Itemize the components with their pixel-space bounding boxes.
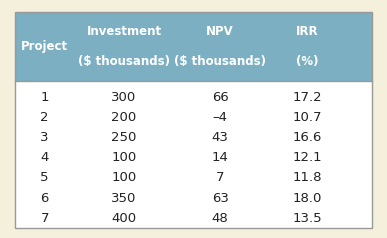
Text: IRR: IRR <box>296 25 319 38</box>
Text: 63: 63 <box>212 192 229 205</box>
Text: 66: 66 <box>212 91 229 104</box>
Text: 48: 48 <box>212 212 229 225</box>
Text: 350: 350 <box>111 192 137 205</box>
Text: 1: 1 <box>40 91 49 104</box>
Text: 4: 4 <box>41 151 49 164</box>
Text: 43: 43 <box>212 131 229 144</box>
Text: 5: 5 <box>40 172 49 184</box>
Text: 12.1: 12.1 <box>293 151 322 164</box>
Text: 7: 7 <box>40 212 49 225</box>
Text: 100: 100 <box>111 151 137 164</box>
Text: 11.8: 11.8 <box>293 172 322 184</box>
Text: 10.7: 10.7 <box>293 111 322 124</box>
Bar <box>15 12 372 81</box>
Text: Investment: Investment <box>87 25 162 38</box>
Bar <box>15 81 372 228</box>
Text: 18.0: 18.0 <box>293 192 322 205</box>
Text: 16.6: 16.6 <box>293 131 322 144</box>
Text: 250: 250 <box>111 131 137 144</box>
Text: 14: 14 <box>212 151 229 164</box>
Text: 7: 7 <box>216 172 224 184</box>
Text: 300: 300 <box>111 91 137 104</box>
Text: ($ thousands): ($ thousands) <box>174 55 266 68</box>
Text: (%): (%) <box>296 55 319 68</box>
Text: 3: 3 <box>40 131 49 144</box>
Text: Project: Project <box>21 40 68 53</box>
Text: 400: 400 <box>111 212 137 225</box>
Text: ($ thousands): ($ thousands) <box>78 55 170 68</box>
Text: –4: –4 <box>213 111 228 124</box>
Text: 6: 6 <box>41 192 49 205</box>
Text: NPV: NPV <box>206 25 234 38</box>
Text: 2: 2 <box>40 111 49 124</box>
Text: 100: 100 <box>111 172 137 184</box>
Text: 200: 200 <box>111 111 137 124</box>
Text: 17.2: 17.2 <box>293 91 322 104</box>
Text: 13.5: 13.5 <box>293 212 322 225</box>
